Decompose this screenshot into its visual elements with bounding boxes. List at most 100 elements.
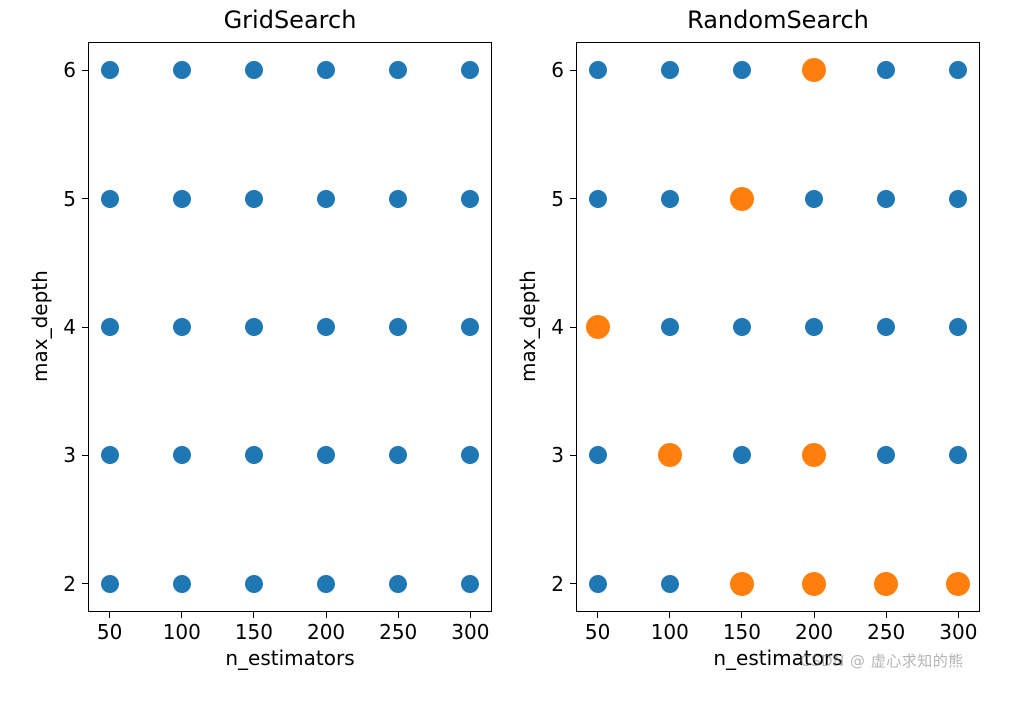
- figure: GridSearch n_estimators max_depth 50 100 150 2…: [0, 0, 1011, 708]
- data-point: [802, 58, 826, 82]
- data-point: [173, 61, 191, 79]
- y-tick-label: 5: [551, 187, 564, 211]
- data-point: [802, 443, 826, 467]
- y-tick-label: 2: [551, 572, 564, 596]
- y-tick-mark: [570, 198, 576, 199]
- data-point: [733, 446, 751, 464]
- data-point: [173, 575, 191, 593]
- data-point: [949, 318, 967, 336]
- x-tick-label: 200: [795, 620, 833, 644]
- data-point: [877, 446, 895, 464]
- y-tick-mark: [82, 583, 88, 584]
- y-tick-mark: [82, 70, 88, 71]
- axes-border: [88, 42, 492, 612]
- y-tick-mark: [570, 455, 576, 456]
- data-point: [173, 318, 191, 336]
- data-point: [949, 190, 967, 208]
- data-point: [317, 190, 335, 208]
- data-point: [949, 446, 967, 464]
- y-tick-label: 5: [63, 187, 76, 211]
- x-tick-label: 300: [451, 620, 489, 644]
- x-tick-mark: [814, 612, 815, 618]
- y-tick-label: 2: [63, 572, 76, 596]
- data-point: [389, 575, 407, 593]
- data-point: [389, 190, 407, 208]
- y-tick-label: 3: [63, 443, 76, 467]
- data-point: [589, 190, 607, 208]
- data-point: [461, 190, 479, 208]
- y-tick-label: 6: [63, 58, 76, 82]
- data-point: [661, 575, 679, 593]
- data-point: [101, 190, 119, 208]
- y-tick-mark: [82, 198, 88, 199]
- data-point: [317, 575, 335, 593]
- x-tick-mark: [597, 612, 598, 618]
- y-axis-label: max_depth: [516, 270, 540, 382]
- y-tick-label: 3: [551, 443, 564, 467]
- data-point: [586, 315, 610, 339]
- watermark-text: CSDN @ 虚心求知的熊: [800, 650, 964, 671]
- data-point: [949, 61, 967, 79]
- x-tick-label: 50: [97, 620, 122, 644]
- data-point: [245, 61, 263, 79]
- x-tick-label: 300: [939, 620, 977, 644]
- x-tick-label: 250: [867, 620, 905, 644]
- y-tick-label: 4: [63, 315, 76, 339]
- data-point: [802, 572, 826, 596]
- data-point: [389, 446, 407, 464]
- data-point: [661, 190, 679, 208]
- x-tick-label: 250: [379, 620, 417, 644]
- x-tick-label: 200: [307, 620, 345, 644]
- data-point: [389, 61, 407, 79]
- x-tick-mark: [398, 612, 399, 618]
- x-tick-label: 50: [585, 620, 610, 644]
- data-point: [877, 61, 895, 79]
- data-point: [173, 446, 191, 464]
- data-point: [245, 318, 263, 336]
- data-point: [589, 61, 607, 79]
- x-tick-mark: [958, 612, 959, 618]
- x-tick-mark: [741, 612, 742, 618]
- data-point: [317, 61, 335, 79]
- data-point: [101, 446, 119, 464]
- axes-border: [576, 42, 980, 612]
- data-point: [589, 446, 607, 464]
- y-tick-label: 6: [551, 58, 564, 82]
- data-point: [733, 318, 751, 336]
- x-tick-mark: [669, 612, 670, 618]
- data-point: [805, 318, 823, 336]
- x-tick-label: 100: [163, 620, 201, 644]
- y-tick-mark: [82, 327, 88, 328]
- data-point: [317, 446, 335, 464]
- y-tick-mark: [570, 327, 576, 328]
- data-point: [461, 446, 479, 464]
- chart-panel-left: GridSearchn_estimatorsmax_depth501001502…: [88, 42, 492, 612]
- data-point: [589, 575, 607, 593]
- x-tick-mark: [253, 612, 254, 618]
- data-point: [661, 61, 679, 79]
- data-point: [245, 575, 263, 593]
- data-point: [874, 572, 898, 596]
- data-point: [733, 61, 751, 79]
- chart-title: GridSearch: [88, 6, 492, 34]
- data-point: [661, 318, 679, 336]
- x-axis-label: n_estimators: [88, 646, 492, 670]
- data-point: [101, 318, 119, 336]
- data-point: [173, 190, 191, 208]
- x-tick-mark: [326, 612, 327, 618]
- chart-panel-right: RandomSearchn_estimatorsmax_depth5010015…: [576, 42, 980, 612]
- data-point: [946, 572, 970, 596]
- data-point: [877, 318, 895, 336]
- chart-title: RandomSearch: [576, 6, 980, 34]
- data-point: [730, 572, 754, 596]
- data-point: [245, 190, 263, 208]
- x-tick-mark: [886, 612, 887, 618]
- x-tick-label: 150: [723, 620, 761, 644]
- data-point: [317, 318, 335, 336]
- y-tick-label: 4: [551, 315, 564, 339]
- data-point: [461, 61, 479, 79]
- data-point: [101, 575, 119, 593]
- data-point: [805, 190, 823, 208]
- x-tick-mark: [181, 612, 182, 618]
- data-point: [461, 318, 479, 336]
